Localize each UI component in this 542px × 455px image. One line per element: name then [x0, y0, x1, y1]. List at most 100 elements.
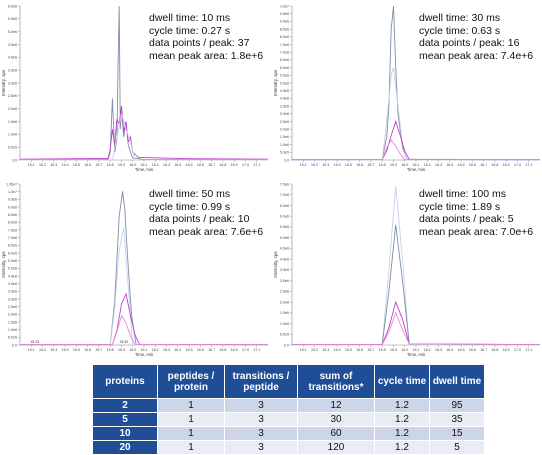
x-tick-label: 17.0 — [242, 348, 249, 352]
y-tick-label: 4.5e6 — [280, 89, 289, 93]
chromatogram-panel-4: 0.0 5.0e5 1.0e6 1.5e6 2.0e6 2.5e6 3.0e6 3.5e6 4.… — [272, 178, 542, 358]
x-tick-label: 15.6 — [84, 348, 91, 352]
x-tick-label: 16.7 — [480, 348, 487, 352]
stats-box-1: dwell time: 10 ms cycle time: 0.27 s dat… — [149, 12, 263, 62]
y-tick-label: 5.0e5 — [280, 333, 289, 337]
y-tick-label: 5.5e6 — [280, 74, 289, 78]
x-tick-label: 15.1 — [300, 163, 307, 167]
y-tick-label: 4.0e6 — [8, 56, 17, 60]
table-cell: 1.2 — [374, 412, 430, 427]
y-tick-label: 1.0e6 — [8, 328, 17, 332]
y-tick-label: 7.5e6 — [8, 228, 17, 232]
series-line-3 — [291, 120, 541, 161]
x-tick-label: 16.3 — [163, 348, 170, 352]
x-tick-label: 17.0 — [242, 163, 249, 167]
y-tick-label: 6.0e6 — [280, 215, 289, 219]
x-tick-label: 16.1 — [141, 348, 148, 352]
data-points-text: data points / peak: 16 — [419, 37, 520, 49]
series-line-4 — [20, 314, 269, 346]
x-tick-label: 17.1 — [525, 348, 532, 352]
y-tick-label: 9.0e6 — [8, 205, 17, 209]
data-points-text: data points / peak: 10 — [149, 213, 250, 225]
y-tick-label: 5.5e6 — [8, 259, 17, 263]
y-tick-label: 5.0e5 — [280, 151, 289, 155]
y-tick-label: 3.0e6 — [280, 279, 289, 283]
peak-area-text: mean peak area: 1.8e+6 — [149, 49, 264, 62]
y-tick-label: 2.5e6 — [8, 94, 17, 98]
table-header-row: proteins peptides / protein transitions … — [92, 364, 485, 399]
x-tick-label: 16.6 — [197, 163, 204, 167]
y-tick-label: 4.5e6 — [8, 43, 17, 47]
table-cell: 3 — [224, 412, 298, 427]
y-tick-label: 3.5e6 — [8, 68, 17, 72]
x-tick-label: 16.0 — [401, 348, 408, 352]
series-line-2 — [292, 224, 541, 346]
y-tick-label: 1.5e6 — [8, 320, 17, 324]
data-points-text: data points / peak: 37 — [149, 37, 250, 49]
col-header: cycle time — [374, 364, 430, 399]
y-tick-label: 7.0e6 — [280, 51, 289, 55]
x-tick-label: 16.6 — [469, 348, 476, 352]
y-tick-label: 2.5e6 — [280, 290, 289, 294]
x-tick-label: 15.4 — [334, 163, 341, 167]
table-cell: 60 — [297, 426, 375, 441]
x-tick-label: 15.8 — [107, 348, 114, 352]
table-cell: 95 — [429, 398, 485, 413]
series-line-3 — [20, 113, 268, 161]
x-tick-label: 16.0 — [129, 348, 136, 352]
y-tick-label: 3.0e6 — [8, 297, 17, 301]
chromatogram-panel-1: 0.0 5.0e5 1.0e6 1.5e6 2.0e6 2.5e6 3.0e6 3.5e6 4.… — [0, 0, 270, 175]
dwell-time-text: dwell time: 100 ms — [419, 188, 506, 200]
x-tick-label: 15.6 — [356, 348, 363, 352]
table-cell: 3 — [224, 398, 298, 413]
y-tick-label: 1.0e7 — [8, 190, 17, 194]
x-tick-label: 16.4 — [174, 163, 181, 167]
y-tick-label: 0.0 — [284, 158, 289, 162]
x-tick-label: 17.1 — [525, 163, 532, 167]
y-tick-label: 2.5e6 — [8, 305, 17, 309]
y-axis-label: Intensity, cps — [1, 251, 6, 278]
y-tick-label: 1.05e7 — [6, 182, 17, 186]
x-tick-label: 16.8 — [491, 348, 498, 352]
series-line-2 — [20, 227, 268, 346]
y-tick-label: 0.0 — [12, 343, 17, 347]
stats-box-3: dwell time: 50 ms cycle time: 0.99 s dat… — [149, 188, 263, 238]
y-axis-label: Intensity, cps — [1, 69, 6, 96]
cycle-time-text: cycle time: 0.27 s — [149, 24, 231, 37]
x-tick-label: 15.8 — [107, 163, 114, 167]
chromatogram-panel-3: 0.0 5.0e5 1.0e6 1.5e6 2.0e6 2.5e6 3.0e6 3.5e6 4.… — [0, 178, 270, 358]
x-axis-label: Time, min — [407, 352, 426, 357]
x-axis-label: Time, min — [135, 352, 154, 357]
x-tick-label: 17.0 — [514, 348, 521, 352]
peak-annotation: 15.92 — [119, 340, 128, 344]
table-cell: 1 — [157, 412, 225, 427]
table-cell: 20 — [92, 440, 158, 455]
x-tick-label: 16.9 — [231, 348, 238, 352]
y-tick-label: 3.5e6 — [8, 290, 17, 294]
x-tick-label: 16.9 — [503, 163, 510, 167]
table-cell: 3 — [224, 440, 298, 455]
y-tick-label: 7.5e6 — [280, 182, 289, 186]
x-tick-label: 15.4 — [62, 348, 69, 352]
x-tick-label: 16.7 — [208, 163, 215, 167]
cycle-time-text: cycle time: 1.89 s — [419, 200, 501, 213]
x-tick-label: 15.3 — [50, 163, 57, 167]
table-row: 10 1 3 60 1.2 15 — [92, 426, 485, 441]
table-cell: 12 — [297, 398, 375, 413]
dwell-time-text: dwell time: 30 ms — [419, 12, 501, 24]
y-tick-label: 2.0e6 — [280, 300, 289, 304]
y-tick-label: 4.0e6 — [8, 282, 17, 286]
col-header: transitions / peptide — [224, 364, 298, 399]
table-row: 2 1 3 12 1.2 95 — [92, 398, 485, 413]
series-line-3 — [292, 300, 541, 346]
col-header: sum of transitions* — [297, 364, 375, 399]
x-tick-label: 15.6 — [84, 163, 91, 167]
table-cell: 15 — [429, 426, 485, 441]
x-tick-label: 16.1 — [413, 348, 420, 352]
y-tick-label: 7.0e6 — [8, 236, 17, 240]
x-tick-label: 16.4 — [174, 348, 181, 352]
x-tick-label: 16.1 — [413, 163, 420, 167]
x-tick-label: 16.0 — [129, 163, 136, 167]
y-tick-label: 5.0e5 — [8, 145, 17, 149]
x-tick-label: 15.9 — [390, 163, 397, 167]
